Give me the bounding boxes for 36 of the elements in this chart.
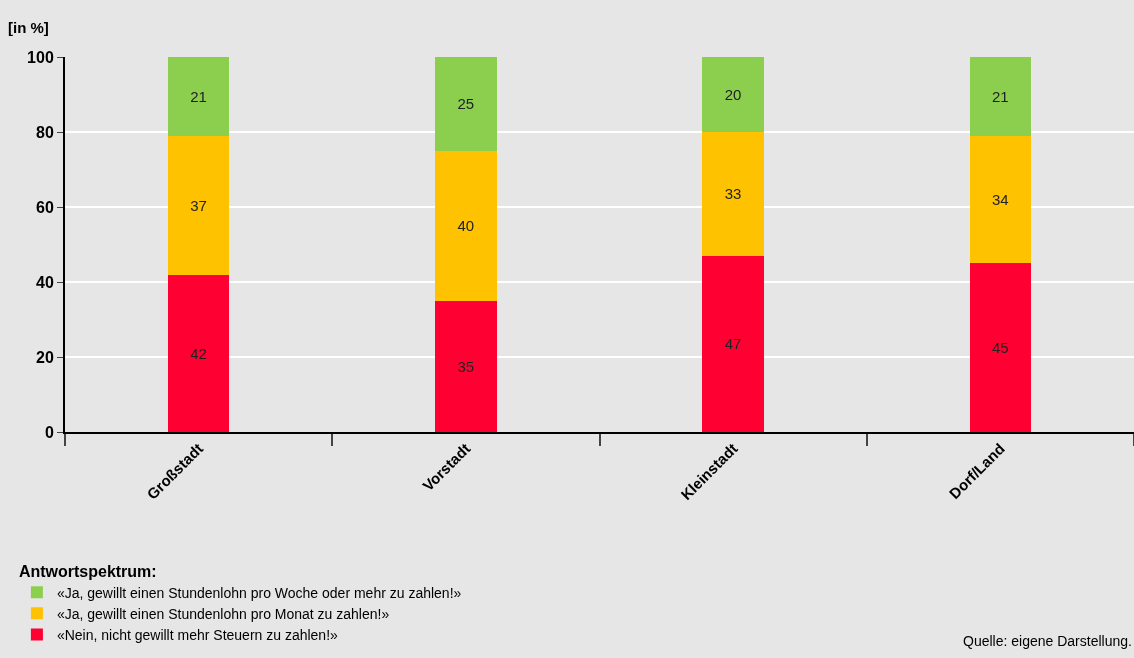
data-label: 40 bbox=[457, 217, 475, 235]
bar bbox=[969, 57, 1032, 136]
y-tick-label: 80 bbox=[36, 123, 54, 141]
y-tick-label: 100 bbox=[27, 48, 54, 66]
data-label: 21 bbox=[992, 87, 1009, 105]
bar bbox=[969, 135, 1032, 264]
legend-label: «Nein, nicht gewillt mehr Steuern zu zahlen!» bbox=[56, 627, 339, 644]
data-label: 34 bbox=[992, 191, 1009, 208]
data-label: 47 bbox=[724, 335, 742, 353]
data-label: 35 bbox=[457, 357, 475, 375]
data-label: 21 bbox=[190, 87, 207, 105]
bar bbox=[702, 57, 764, 132]
y-tick-label: 0 bbox=[44, 423, 54, 441]
y-tick-label: 20 bbox=[36, 348, 54, 366]
bar bbox=[702, 255, 764, 432]
legend-title: Antwortspektrum: bbox=[18, 562, 157, 580]
bar bbox=[167, 135, 230, 275]
data-label: 20 bbox=[724, 86, 742, 103]
data-label: 37 bbox=[190, 196, 207, 214]
bar bbox=[435, 57, 497, 151]
data-label: 42 bbox=[190, 344, 207, 362]
data-label: 45 bbox=[992, 339, 1009, 357]
bar bbox=[702, 132, 764, 256]
y-tick-label: 40 bbox=[36, 273, 54, 291]
bar bbox=[435, 300, 497, 432]
bar bbox=[167, 274, 230, 432]
y-tick-label: 60 bbox=[36, 198, 54, 216]
data-label: 33 bbox=[724, 185, 742, 203]
bar bbox=[167, 57, 230, 136]
y-axis-title: [in %] bbox=[8, 19, 49, 36]
data-label: 25 bbox=[457, 95, 475, 113]
legend-label: «Ja, gewillt einen Stundenlohn pro Monat zu zahlen!» bbox=[56, 605, 390, 622]
bar bbox=[435, 150, 497, 301]
bar bbox=[969, 263, 1032, 432]
source-note: Quelle: eigene Darstellung. bbox=[963, 633, 1132, 649]
legend-label: «Ja, gewillt einen Stundenlohn pro Woche oder mehr zu zahlen!» bbox=[56, 584, 462, 601]
